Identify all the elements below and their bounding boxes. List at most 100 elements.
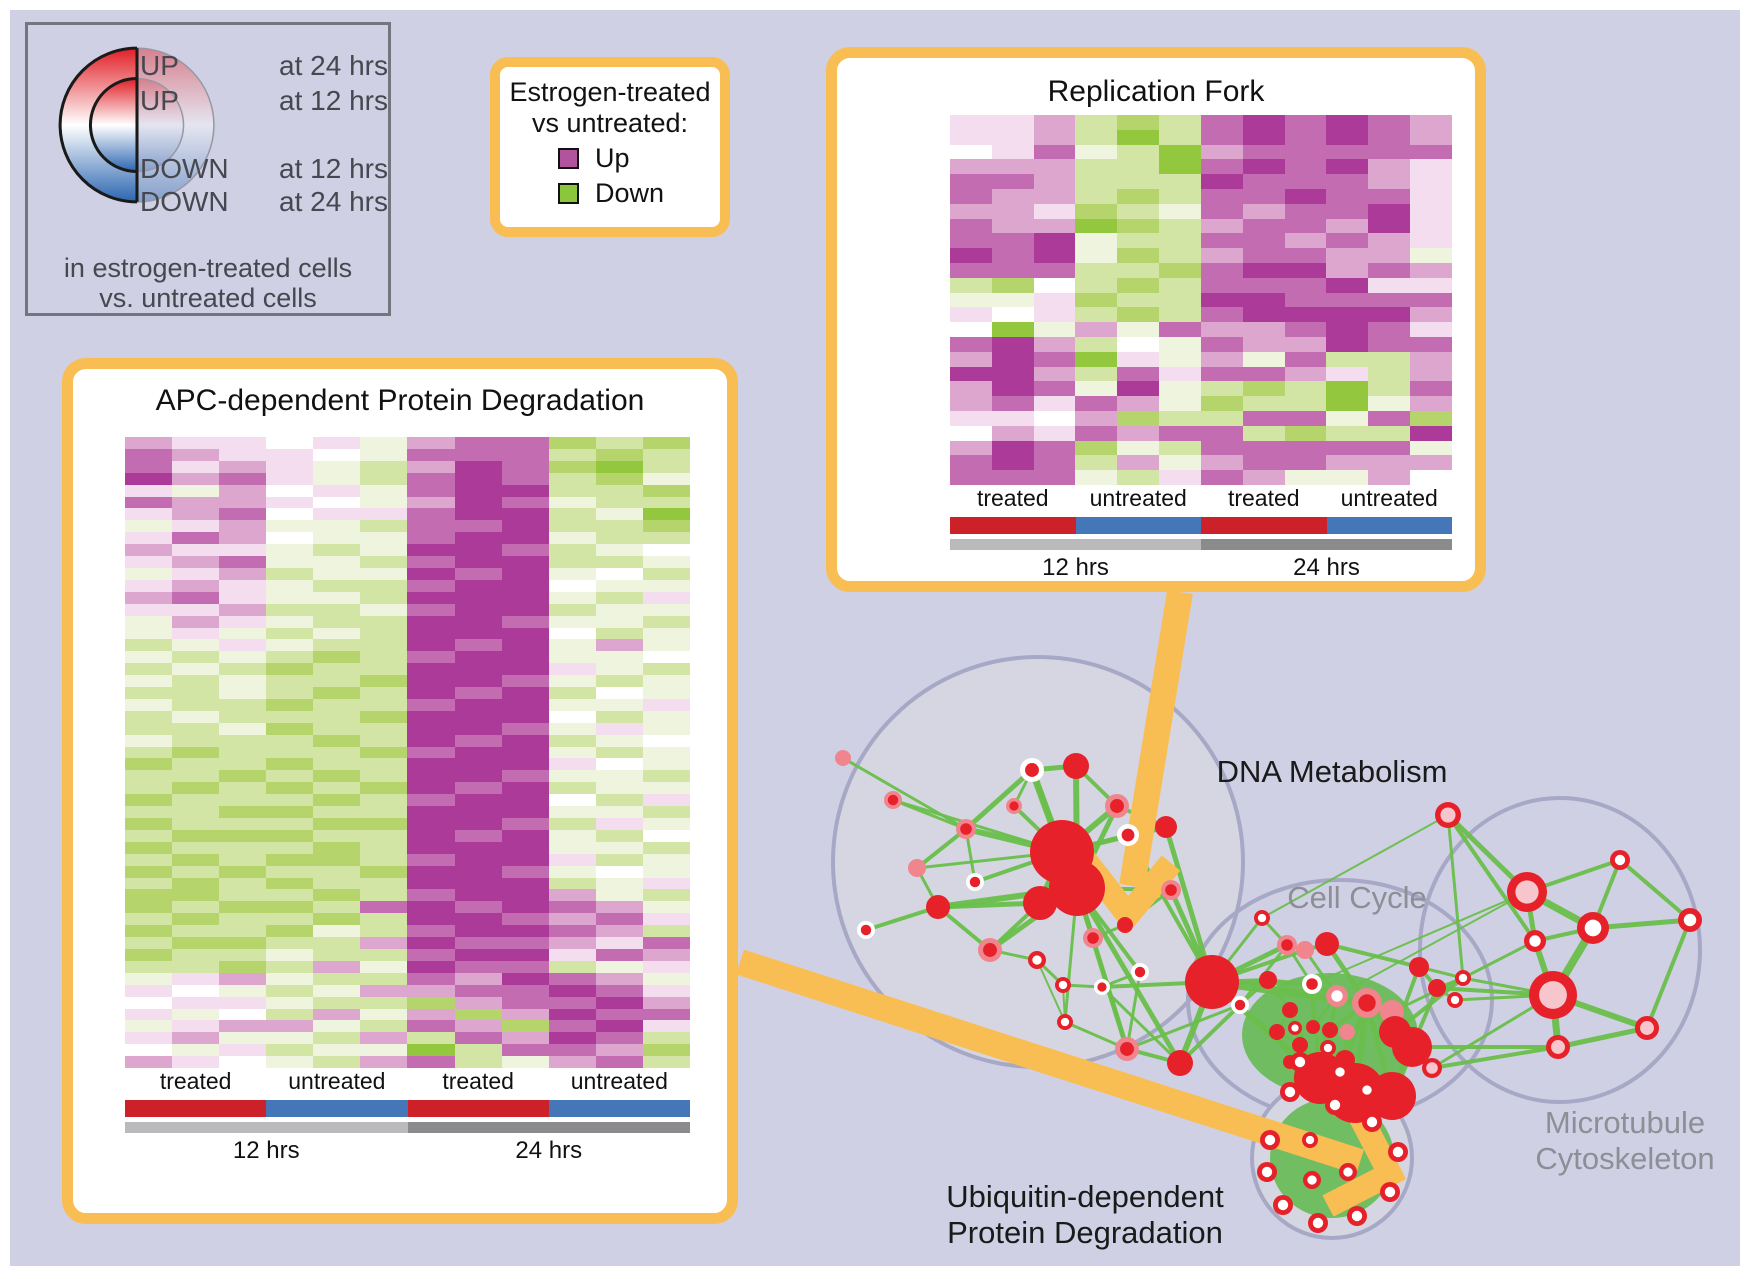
estrogen-legend-title-line1: Estrogen-treated xyxy=(509,77,711,107)
gene-node xyxy=(978,938,1002,962)
heatmap-row xyxy=(125,544,690,557)
cell-cycle-label: Cell Cycle xyxy=(1287,880,1427,915)
gene-node xyxy=(908,859,926,877)
gene-node xyxy=(1409,957,1429,977)
replication-fork-heatmap xyxy=(950,115,1452,485)
gene-node xyxy=(1131,963,1149,981)
gene-node xyxy=(1117,917,1133,933)
time-label: at 24 hrs xyxy=(279,50,388,81)
gene-node xyxy=(1161,880,1181,900)
heatmap-row xyxy=(125,567,690,580)
heatmap-row xyxy=(950,203,1452,219)
gene-node xyxy=(1280,1082,1300,1102)
heatmap-row xyxy=(125,948,690,961)
heatmap-row xyxy=(125,651,690,664)
heatmap-row xyxy=(125,496,690,509)
cell-cycle-edge-blob xyxy=(1242,973,1418,1097)
gene-node xyxy=(1362,1112,1382,1132)
gene-node xyxy=(926,895,950,919)
heatmap-row xyxy=(125,472,690,485)
microtubule-cytoskeleton-label: Microtubule xyxy=(1545,1105,1705,1140)
updown-ring-legend: UP at 24 hrs UP at 12 hrs DOWN at 12 hrs… xyxy=(25,22,391,316)
heatmap-row xyxy=(125,984,690,997)
time-label: at 12 hrs xyxy=(279,153,388,184)
heatmap-row xyxy=(950,115,1452,130)
panel-title: Replication Fork xyxy=(1047,75,1265,108)
gene-node xyxy=(1006,798,1022,814)
dna-metabolism-label: DNA Metabolism xyxy=(1217,754,1448,789)
gene-node xyxy=(1422,1058,1442,1078)
gene-node xyxy=(1320,1040,1336,1056)
heatmap-row xyxy=(125,675,690,688)
heatmap-row xyxy=(125,901,690,914)
label-12hrs: 12 hrs xyxy=(232,1137,300,1164)
time-label: at 12 hrs xyxy=(279,85,388,116)
heatmap-row xyxy=(125,1008,690,1021)
direction-label: UP xyxy=(140,50,179,81)
gene-node xyxy=(1167,1050,1193,1076)
gene-node xyxy=(1117,824,1139,846)
heatmap-row xyxy=(125,556,690,568)
heatmap-row xyxy=(125,972,690,985)
gene-node xyxy=(1380,1000,1404,1024)
heatmap-row xyxy=(125,722,690,735)
treated-label: treated xyxy=(1227,485,1300,511)
heatmap-row xyxy=(125,615,690,628)
gene-node xyxy=(1379,1016,1411,1048)
heatmap-row xyxy=(125,508,690,521)
heatmap-row xyxy=(125,1056,690,1069)
untreated-label: untreated xyxy=(1340,485,1438,511)
gene-node xyxy=(1347,1206,1367,1226)
gene-node xyxy=(1524,930,1546,952)
heatmap-row xyxy=(125,829,690,842)
gene-node xyxy=(1315,932,1339,956)
gene-node xyxy=(1254,910,1270,926)
untreated-label: untreated xyxy=(570,1068,668,1094)
gene-node xyxy=(966,873,984,891)
panel-title: APC-dependent Protein Degradation xyxy=(155,384,645,417)
heatmap-row xyxy=(950,292,1452,308)
updown-rings-icon xyxy=(58,46,215,204)
gene-node xyxy=(1352,988,1382,1018)
gene-node xyxy=(1290,1052,1310,1072)
legend-row-up-12: UP at 12 hrs xyxy=(140,85,388,117)
gene-node xyxy=(1388,1142,1408,1162)
untreated-bar xyxy=(266,1100,408,1117)
gene-node xyxy=(1322,1022,1338,1038)
legend-row-down-12: DOWN at 12 hrs xyxy=(140,153,388,185)
treated-label: treated xyxy=(159,1068,232,1094)
gene-node xyxy=(1185,955,1239,1009)
legend-item-up: Up xyxy=(558,143,720,174)
heatmap-row xyxy=(125,853,690,866)
gene-node xyxy=(1339,1163,1357,1181)
time-label: at 24 hrs xyxy=(279,186,388,217)
direction-label: UP xyxy=(140,85,179,116)
heatmap-row xyxy=(125,710,690,723)
heatmap-row xyxy=(950,277,1452,293)
condition-labels: treated untreated treated untreated xyxy=(125,1068,690,1095)
heatmap-row xyxy=(125,996,690,1009)
legend-row-down-24: DOWN at 24 hrs xyxy=(140,186,388,218)
legend-row-up-24: UP at 24 hrs xyxy=(140,50,388,82)
time-bars xyxy=(125,1122,690,1133)
heatmap-row xyxy=(125,687,690,699)
gene-node xyxy=(1269,1024,1285,1040)
untreated-label: untreated xyxy=(288,1068,386,1094)
condition-color-bars xyxy=(950,517,1452,534)
heatmap-footer: treated untreated treated untreated 12 h xyxy=(950,485,1452,635)
gene-node xyxy=(1529,971,1577,1019)
heatmap-row xyxy=(125,437,690,449)
gene-node xyxy=(1257,1162,1277,1182)
gene-node xyxy=(1030,820,1094,884)
gene-node xyxy=(1546,1035,1570,1059)
untreated-bar xyxy=(1075,517,1201,534)
untreated-label: untreated xyxy=(1089,485,1187,511)
microtubule-cytoskeleton-label: Cytoskeleton xyxy=(1535,1141,1714,1176)
gene-node xyxy=(1335,1050,1355,1070)
untreated-bar xyxy=(548,1100,690,1117)
ubiquitin-degradation-label: Protein Degradation xyxy=(947,1215,1223,1250)
gene-node xyxy=(1339,1024,1355,1040)
heatmap-row xyxy=(950,262,1452,278)
heatmap-row xyxy=(125,925,690,938)
time-labels: 12 hrs 24 hrs xyxy=(125,1137,690,1165)
